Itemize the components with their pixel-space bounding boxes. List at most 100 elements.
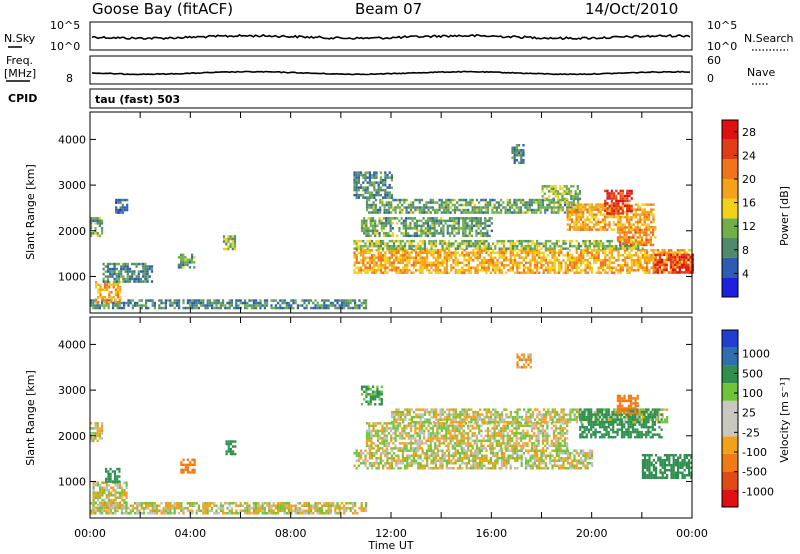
scatter-cell — [360, 452, 363, 455]
scatter-cell — [186, 468, 190, 472]
scatter-cell — [434, 208, 437, 212]
scatter-cell — [555, 452, 558, 455]
scatter-cell — [382, 247, 385, 250]
scatter-cell — [689, 268, 692, 272]
scatter-cell — [588, 225, 591, 229]
scatter-cell — [409, 224, 412, 228]
scatter-cell — [180, 256, 183, 259]
scatter-cell — [478, 264, 481, 267]
scatter-cell — [507, 269, 510, 272]
scatter-cell — [393, 269, 396, 272]
scatter-cell — [474, 266, 477, 269]
scatter-cell — [231, 242, 234, 246]
scatter-cell — [580, 254, 583, 257]
scatter-cell — [373, 176, 376, 179]
scatter-cell — [410, 462, 413, 465]
scatter-cell — [462, 208, 465, 212]
scatter-cell — [511, 251, 514, 254]
scatter-cell — [601, 218, 604, 221]
scatter-cell — [463, 457, 466, 460]
scatter-cell — [424, 229, 427, 233]
scatter-cell — [500, 198, 503, 202]
scatter-cell — [357, 464, 360, 467]
scatter-cell — [428, 249, 431, 252]
scatter-cell — [96, 496, 100, 499]
scatter-cell — [461, 269, 464, 272]
scatter-cell — [248, 509, 251, 512]
scatter-cell — [575, 266, 578, 269]
scatter-cell — [379, 261, 382, 264]
scatter-cell — [492, 464, 495, 467]
scatter-cell — [531, 259, 534, 262]
scatter-cell — [368, 176, 371, 179]
scatter-cell — [680, 266, 683, 269]
scatter-cell — [362, 249, 365, 252]
scatter-cell — [480, 208, 483, 212]
scatter-cell — [481, 249, 484, 252]
scatter-cell — [404, 242, 407, 245]
scatter-cell — [569, 244, 572, 248]
scatter-cell — [371, 232, 375, 235]
scatter-cell — [290, 509, 293, 512]
scatter-cell — [509, 249, 512, 252]
scatter-cell — [586, 218, 589, 221]
scatter-cell — [525, 249, 528, 252]
scatter-cell — [112, 504, 115, 507]
scatter-cell — [381, 201, 384, 204]
scatter-cell — [588, 264, 591, 267]
scatter-cell — [639, 249, 642, 252]
scatter-cell — [464, 219, 467, 223]
scatter-cell — [531, 467, 534, 470]
scatter-cell — [395, 244, 398, 248]
scatter-cell — [371, 224, 375, 228]
scatter-cell — [92, 304, 95, 307]
scatter-cell — [125, 494, 128, 497]
scatter-cell — [101, 232, 104, 235]
scatter-cell — [431, 234, 434, 238]
scatter-cell — [120, 272, 123, 276]
scatter-cell — [186, 458, 190, 462]
scatter-cell — [687, 263, 690, 267]
scatter-cell — [452, 254, 455, 257]
scatter-cell — [151, 507, 154, 510]
scatter-cell — [137, 272, 140, 276]
scatter-cell — [613, 256, 616, 259]
scatter-cell — [513, 198, 516, 202]
scatter-cell — [357, 244, 360, 248]
scatter-cell — [200, 509, 203, 512]
scatter-cell — [646, 254, 649, 257]
scatter-cell — [516, 467, 519, 470]
scatter-cell — [520, 459, 523, 462]
scatter-cell — [123, 489, 126, 492]
scatter-cell — [401, 261, 404, 264]
scatter-cell — [125, 501, 128, 504]
scatter-cell — [235, 304, 238, 307]
scatter-cell — [566, 206, 569, 209]
scatter-cell — [408, 464, 411, 467]
scatter-cell — [213, 301, 216, 305]
scatter-cell — [562, 259, 565, 262]
scatter-cell — [375, 452, 378, 455]
scatter-cell — [552, 187, 555, 191]
scatter-cell — [379, 206, 382, 209]
scatter-cell — [563, 185, 566, 188]
scatter-cell — [423, 464, 426, 467]
scatter-cell — [123, 506, 126, 509]
scatter-cell — [691, 263, 694, 267]
scatter-cell — [394, 206, 397, 209]
scatter-cell — [530, 198, 534, 202]
scatter-cell — [385, 224, 388, 228]
scatter-cell — [554, 187, 557, 191]
scatter-cell — [498, 261, 501, 264]
scatter-cell — [498, 266, 501, 269]
scatter-cell — [349, 507, 352, 510]
scatter-cell — [683, 253, 686, 257]
scatter-cell — [562, 449, 565, 452]
scatter-cell — [160, 306, 163, 310]
scatter-cell — [478, 269, 481, 272]
scatter-cell — [134, 502, 137, 505]
scatter-cell — [492, 264, 495, 267]
scatter-cell — [630, 204, 633, 208]
scatter-cell — [661, 263, 664, 267]
scatter-cell — [96, 219, 99, 223]
